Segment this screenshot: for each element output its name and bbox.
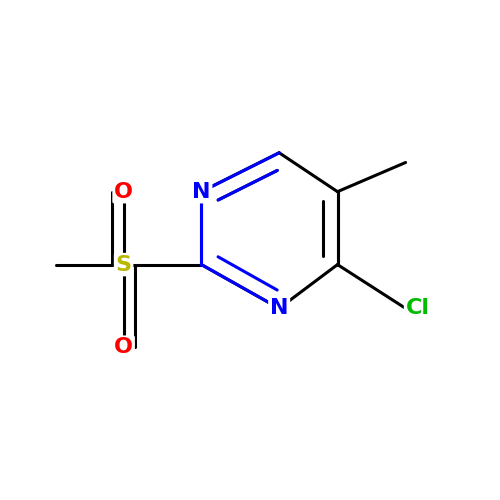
Text: O: O — [114, 337, 133, 357]
Text: O: O — [114, 182, 133, 202]
Text: N: N — [270, 298, 288, 318]
Text: Cl: Cl — [406, 298, 429, 318]
Text: N: N — [192, 182, 210, 202]
Text: S: S — [116, 254, 132, 274]
